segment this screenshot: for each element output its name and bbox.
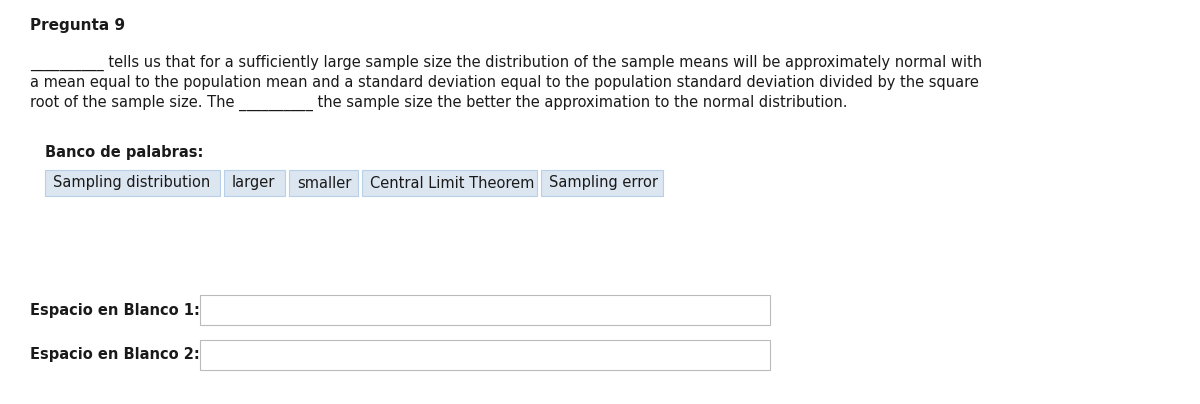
Text: larger: larger: [232, 175, 275, 191]
Text: Sampling distribution: Sampling distribution: [53, 175, 210, 191]
Text: root of the sample size. The __________ the sample size the better the approxima: root of the sample size. The __________ …: [30, 95, 847, 111]
FancyBboxPatch shape: [362, 170, 536, 196]
Text: Pregunta 9: Pregunta 9: [30, 18, 125, 33]
Text: Espacio en Blanco 1:: Espacio en Blanco 1:: [30, 303, 200, 318]
FancyBboxPatch shape: [46, 170, 220, 196]
FancyBboxPatch shape: [289, 170, 358, 196]
Text: a mean equal to the population mean and a standard deviation equal to the popula: a mean equal to the population mean and …: [30, 75, 979, 90]
Text: Central Limit Theorem: Central Limit Theorem: [370, 175, 534, 191]
Text: smaller: smaller: [298, 175, 352, 191]
FancyBboxPatch shape: [541, 170, 662, 196]
FancyBboxPatch shape: [200, 295, 770, 325]
FancyBboxPatch shape: [200, 340, 770, 370]
Text: Banco de palabras:: Banco de palabras:: [46, 145, 203, 160]
Text: __________ tells us that for a sufficiently large sample size the distribution o: __________ tells us that for a sufficien…: [30, 55, 982, 71]
Text: Espacio en Blanco 2:: Espacio en Blanco 2:: [30, 347, 199, 362]
FancyBboxPatch shape: [223, 170, 286, 196]
Text: Sampling error: Sampling error: [548, 175, 658, 191]
